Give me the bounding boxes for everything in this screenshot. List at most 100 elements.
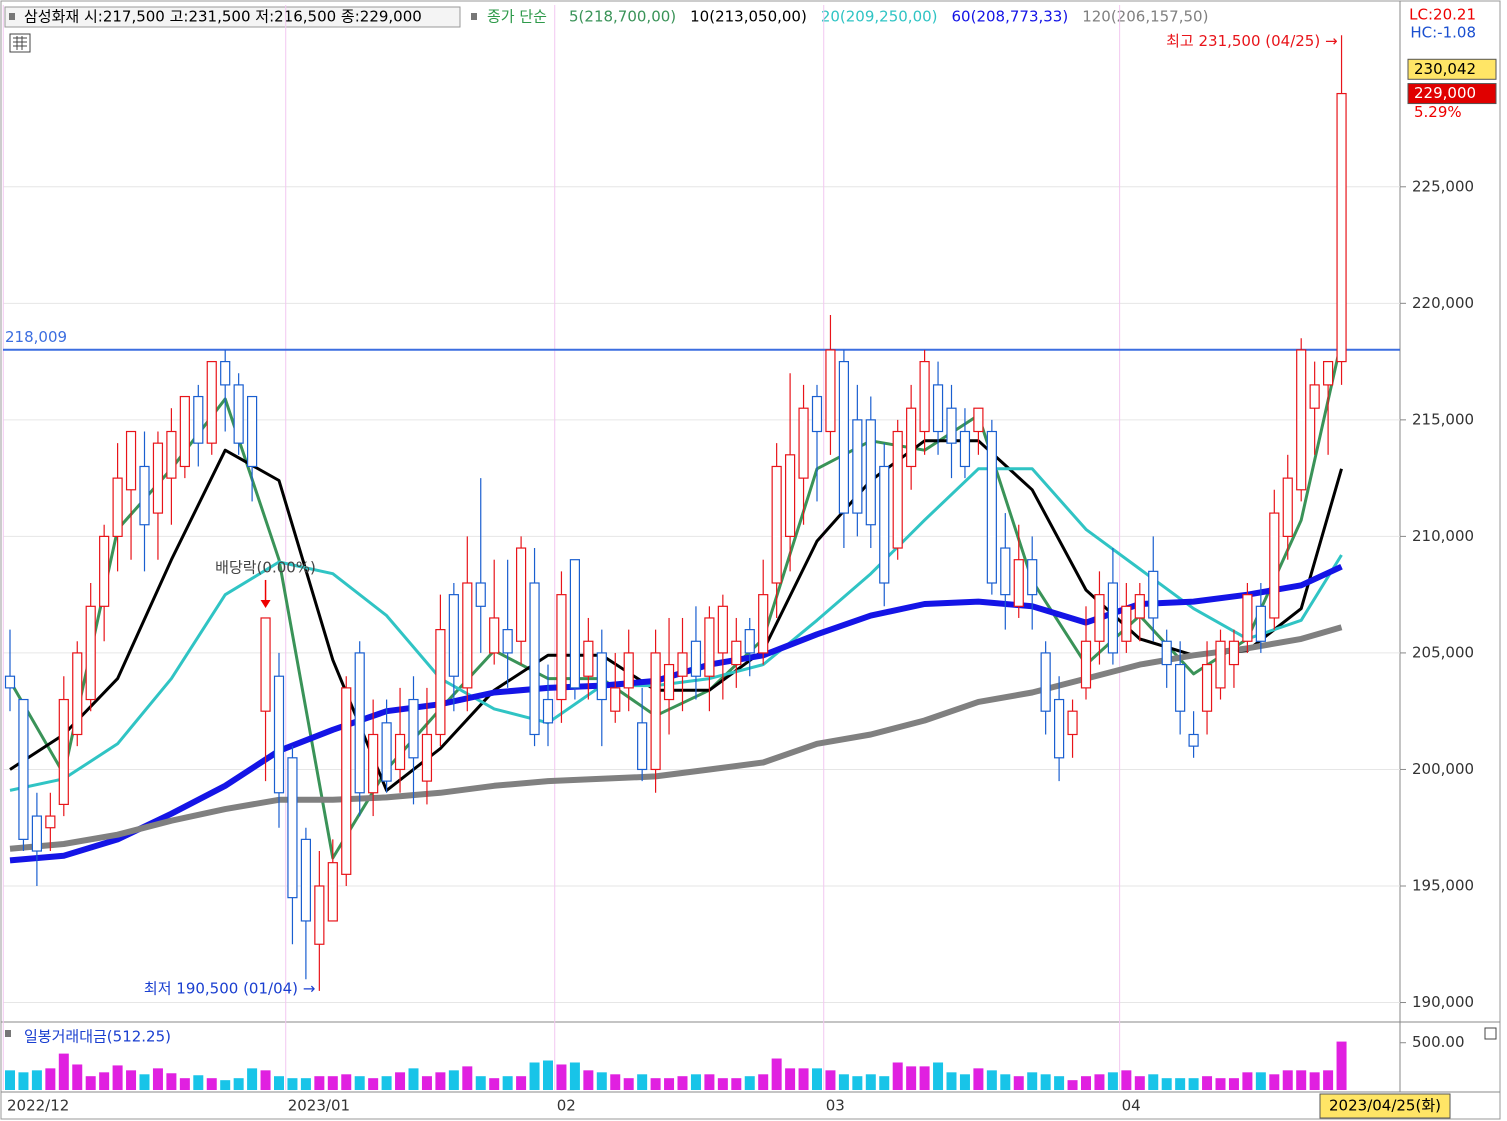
volume-bar [1040,1074,1051,1090]
x-tick-label: 2023/01 [288,1097,350,1115]
volume-bar [1148,1074,1159,1090]
candle-body [717,605,728,654]
volume-bar [1269,1074,1280,1090]
volume-bar [825,1070,836,1090]
volume-bar [906,1066,917,1090]
volume-bar [798,1068,809,1090]
candle-body [502,629,513,654]
volume-bar [1215,1078,1226,1090]
candle-body [556,594,567,701]
volume-bar [193,1075,204,1090]
volume-bar [18,1072,29,1090]
candle-body [906,407,917,468]
volume-bar [448,1070,459,1090]
volume-icon [5,1030,11,1037]
candle-body [287,757,298,899]
candle-body [1322,360,1334,386]
volume-bar [516,1076,527,1090]
candle-body [139,465,150,526]
y-tick-label: 220,000 [1412,294,1474,312]
volume-bar [314,1076,325,1090]
candle-body [300,838,311,922]
legend-entry: 10(213,050,00) [690,8,807,26]
y-tick-label: 200,000 [1412,760,1474,778]
volume-bar [139,1074,150,1090]
candle-body [193,395,204,444]
candle-body [932,384,944,433]
volume-bar [1161,1078,1172,1090]
volume-bar [933,1062,944,1090]
candle-body [152,442,164,514]
volume-bar [31,1070,42,1090]
candle-body [946,407,957,444]
candle-body [623,652,634,689]
candle-body [99,535,110,607]
candle-body [637,722,648,771]
candle-body [489,617,500,654]
x-tick-label: 2022/12 [7,1097,69,1115]
volume-bar [260,1070,271,1090]
volume-bar [1296,1070,1307,1090]
volume-bar [569,1062,580,1090]
hc-label: HC:-1.08 [1410,24,1476,42]
volume-bar [1134,1076,1145,1090]
volume-bar [475,1076,486,1090]
volume-bar [435,1072,446,1090]
candle-body [704,617,715,677]
volume-bar [45,1068,56,1090]
candle-body [233,384,244,444]
y-tick-label: 205,000 [1412,643,1474,661]
candle-body [515,547,527,642]
table-icon-grid [13,36,27,50]
candle-body [421,733,433,782]
candle-body [1309,384,1320,409]
volume-bar [677,1076,688,1090]
volume-bar [959,1074,970,1090]
volume-bar [543,1060,553,1090]
volume-bar [462,1066,473,1090]
candle-body [58,698,69,806]
legend-entry: 60(208,773,33) [952,8,1069,26]
candle-body [381,722,392,782]
candle-body [435,629,446,736]
cursor-box [1319,1093,1451,1119]
candle-body [1000,547,1011,596]
ma-line [9,624,1343,852]
x-tick-label: 04 [1122,1097,1141,1115]
volume-bar [1107,1072,1118,1090]
volume-bar [408,1068,419,1090]
candle-body [784,454,796,537]
candle-body [690,640,702,677]
ma-icon [471,13,477,20]
candle-body [368,733,379,794]
candle-body [179,395,190,468]
candle-body [542,698,554,724]
volume-bar [892,1062,903,1090]
volume-bar [1323,1070,1334,1090]
volume-bar [1228,1078,1239,1090]
candle-body [758,594,769,654]
candle-body [798,407,809,479]
candle-body [1094,594,1105,642]
volume-bar [946,1072,957,1090]
volume-bar [812,1068,822,1090]
cursor-label: 2023/04/25(화) [1329,1097,1441,1115]
volume-bar [1081,1076,1091,1090]
candle-body [354,652,365,794]
candle-body [112,477,123,537]
candle-body [677,652,688,677]
candle-body [892,430,903,549]
volume-bar [179,1078,190,1090]
volume-bar [341,1074,352,1090]
candle-body [462,582,473,689]
candle-body [31,815,43,852]
volume-bar [247,1068,258,1090]
volume-bar [1094,1074,1105,1090]
candle-body [341,687,352,875]
candle-body [1134,594,1145,619]
candle-body [879,465,890,584]
candle-body [394,733,406,771]
volume-bar [489,1078,500,1090]
horizontal-line-label: 218,009 [5,328,67,346]
